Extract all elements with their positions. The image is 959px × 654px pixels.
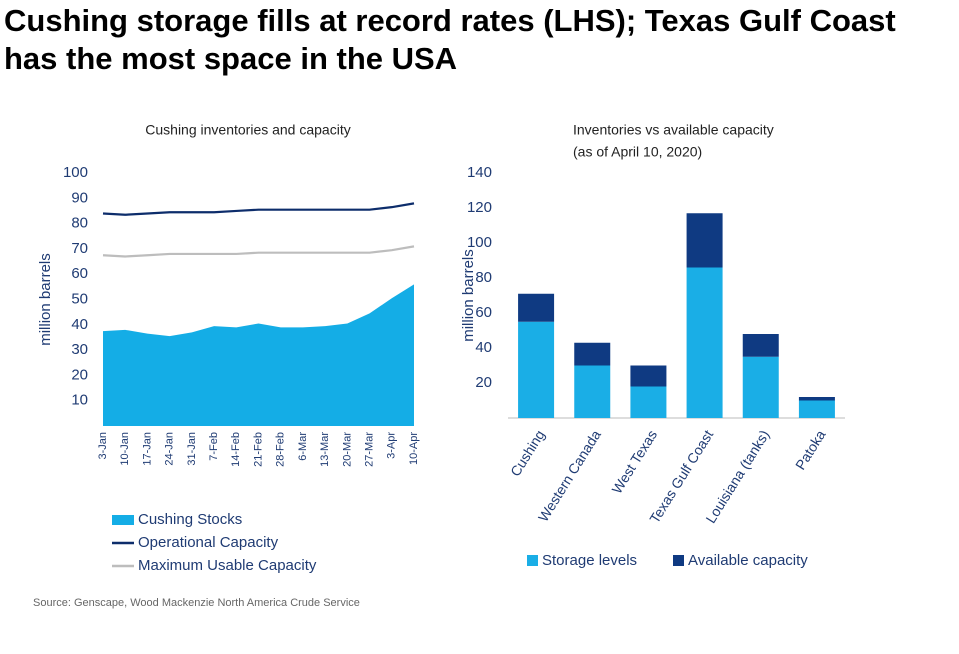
y-axis-label: million barrels — [460, 249, 477, 342]
y-tick-label: 30 — [71, 341, 88, 358]
x-tick-label: 10-Apr — [408, 432, 420, 465]
x-tick-label: Cushing — [507, 427, 548, 479]
bar-segment — [630, 386, 667, 418]
y-tick-label: 60 — [71, 265, 88, 282]
area — [103, 284, 414, 426]
bar-segment — [686, 213, 723, 268]
x-tick-label: 24-Jan — [164, 432, 176, 466]
y-tick-label: 70 — [71, 240, 88, 257]
y-tick-label: 50 — [71, 290, 88, 307]
legend-swatch — [112, 515, 134, 525]
chart-title: Inventories vs available capacity — [573, 122, 774, 138]
x-tick-label: 20-Mar — [341, 432, 353, 467]
x-tick-label: 14-Feb — [230, 432, 242, 467]
bar-segment — [574, 365, 611, 418]
legend-label: Available capacity — [688, 552, 808, 569]
y-tick-label: 40 — [475, 339, 492, 356]
y-tick-label: 140 — [467, 164, 492, 181]
x-tick-label: 28-Feb — [275, 432, 287, 467]
y-tick-label: 80 — [475, 269, 492, 286]
bar-segment — [742, 356, 779, 418]
bar-segment — [742, 334, 779, 357]
legend-label: Operational Capacity — [138, 534, 279, 551]
legend-label: Cushing Stocks — [138, 511, 242, 528]
legend-swatch — [527, 555, 538, 566]
y-tick-label: 20 — [475, 374, 492, 391]
x-tick-label: Patoka — [792, 427, 829, 473]
bar-segment — [574, 342, 611, 366]
chart-subtitle: (as of April 10, 2020) — [573, 144, 702, 160]
y-tick-label: 20 — [71, 366, 88, 383]
page-title: Cushing storage fills at record rates (L… — [4, 3, 896, 76]
line — [102, 245, 415, 258]
x-tick-label: 13-Mar — [319, 432, 331, 467]
x-tick-label: 10-Jan — [119, 432, 131, 466]
bar-segment — [518, 293, 555, 322]
y-tick-label: 100 — [467, 234, 492, 251]
y-tick-label: 40 — [71, 316, 88, 333]
chart-title: Cushing inventories and capacity — [145, 122, 350, 138]
x-tick-label: 3-Jan — [97, 432, 109, 460]
legend-label: Maximum Usable Capacity — [138, 557, 317, 574]
x-tick-label: 17-Jan — [141, 432, 153, 466]
legend-label: Storage levels — [542, 552, 637, 569]
y-tick-label: 80 — [71, 215, 88, 232]
x-tick-label: 27-Mar — [363, 432, 375, 467]
x-tick-label: 21-Feb — [252, 432, 264, 467]
bar-segment — [630, 365, 667, 387]
x-tick-label: Louisiana (tanks) — [702, 427, 772, 526]
bar-segment — [686, 267, 723, 418]
source: Source: Genscape, Wood Mackenzie North A… — [33, 597, 360, 609]
legend-swatch — [673, 555, 684, 566]
x-tick-label: Western Canada — [535, 427, 604, 525]
y-tick-label: 100 — [63, 164, 88, 181]
y-axis-label: million barrels — [37, 253, 54, 346]
x-tick-label: 31-Jan — [186, 432, 198, 466]
x-tick-label: 3-Apr — [386, 432, 398, 459]
bar-segment — [798, 400, 835, 418]
x-tick-label: 6-Mar — [297, 432, 309, 461]
x-tick-label: West Texas — [608, 427, 660, 496]
y-tick-label: 90 — [71, 189, 88, 206]
bar-segment — [518, 321, 555, 418]
bar-segment — [798, 397, 835, 401]
y-tick-label: 10 — [71, 392, 88, 409]
x-tick-label: 7-Feb — [208, 432, 220, 461]
y-tick-label: 120 — [467, 199, 492, 216]
y-tick-label: 60 — [475, 304, 492, 321]
line — [102, 202, 415, 216]
